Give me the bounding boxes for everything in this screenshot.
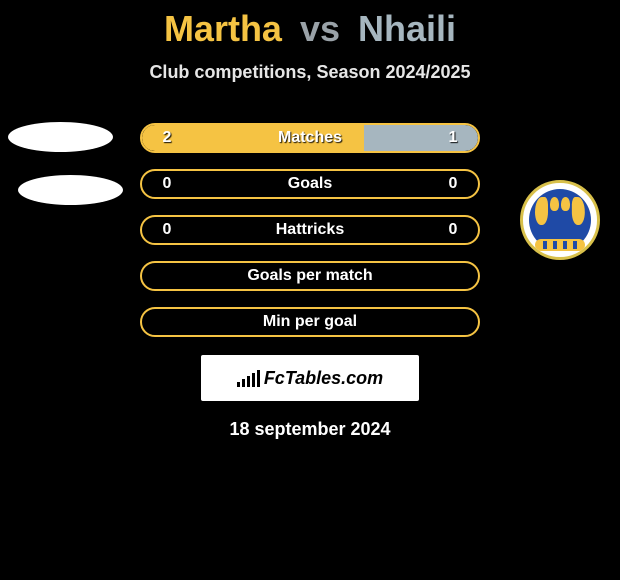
stat-row: Goals per match	[140, 261, 480, 291]
stat-row: 0Goals0	[140, 169, 480, 199]
date-label: 18 september 2024	[0, 419, 620, 440]
stat-label: Goals per match	[192, 267, 428, 285]
player1-club-placeholder	[18, 175, 123, 205]
stat-row: 0Hattricks0	[140, 215, 480, 245]
stat-row: 2Matches1	[140, 123, 480, 153]
badge-eagle-icon	[535, 197, 585, 231]
player1-name: Martha	[164, 8, 282, 49]
player1-photo-placeholder	[8, 122, 113, 152]
stat-value-right: 1	[428, 129, 478, 147]
stat-row: Min per goal	[140, 307, 480, 337]
stat-value-right: 0	[428, 221, 478, 239]
stat-value-left: 0	[142, 221, 192, 239]
brand-text: FcTables.com	[264, 368, 383, 389]
comparison-title: Martha vs Nhaili	[0, 0, 620, 50]
stat-label: Hattricks	[192, 221, 428, 239]
stat-label: Matches	[192, 129, 428, 147]
stat-label: Min per goal	[192, 313, 428, 331]
subtitle: Club competitions, Season 2024/2025	[0, 62, 620, 83]
player2-name: Nhaili	[358, 8, 456, 49]
bars-icon	[237, 369, 260, 387]
stat-value-left: 0	[142, 175, 192, 193]
player2-club-badge	[520, 180, 600, 260]
stat-value-right: 0	[428, 175, 478, 193]
stat-value-left: 2	[142, 129, 192, 147]
vs-label: vs	[300, 8, 340, 49]
stat-label: Goals	[192, 175, 428, 193]
footer-brand-box: FcTables.com	[201, 355, 419, 401]
